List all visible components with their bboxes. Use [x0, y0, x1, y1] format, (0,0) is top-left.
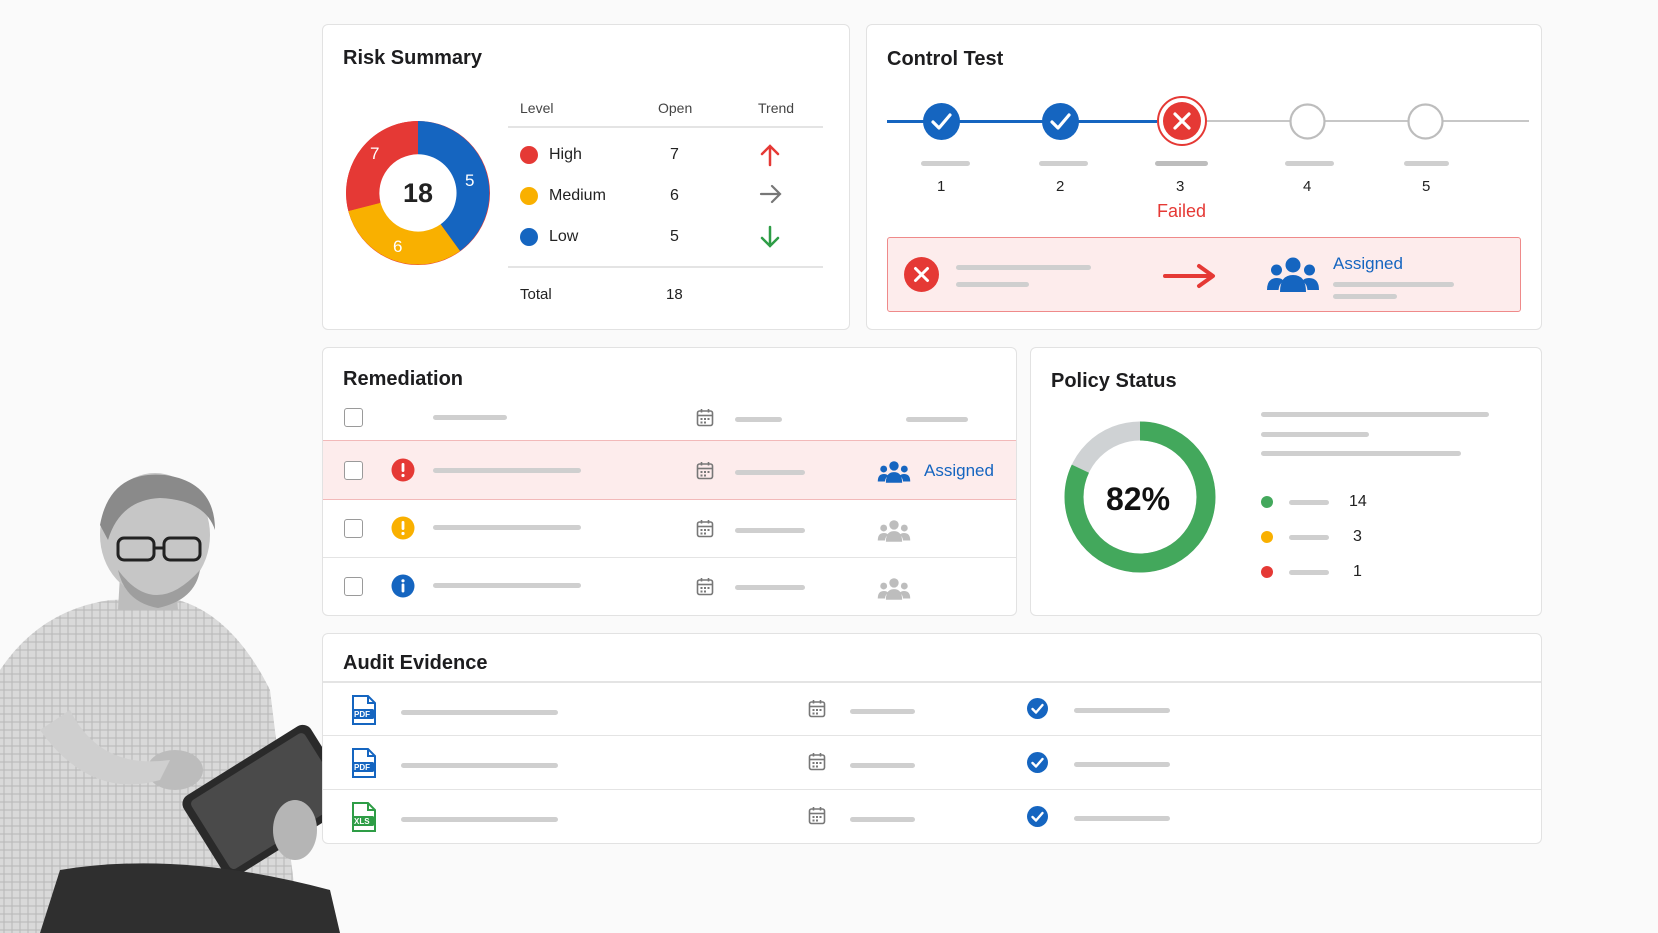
calendar-icon	[696, 461, 714, 480]
col-header-open: Open	[658, 100, 693, 116]
risk-summary-title: Risk Summary	[343, 47, 482, 69]
col-header-trend: Trend	[758, 100, 795, 116]
donut-slice-high	[346, 121, 418, 211]
legend-value-3: 1	[1353, 563, 1362, 580]
policy-ring-chart	[1064, 417, 1216, 577]
donut-slice-medium	[348, 202, 460, 265]
evidence-row-3[interactable]: XLS	[323, 791, 1541, 843]
risk-donut	[345, 115, 491, 271]
row-2-checkbox[interactable]	[344, 519, 363, 538]
file-type-label: PDF	[354, 710, 370, 719]
trend-flat-icon	[759, 183, 783, 205]
evidence-row-2[interactable]: PDF	[323, 737, 1541, 790]
col-header-level: Level	[520, 100, 554, 116]
remediation-row-3[interactable]	[323, 558, 1016, 615]
unassigned-group-icon	[877, 518, 911, 543]
risk-open-low: 5	[670, 228, 679, 245]
step-2-label: 2	[1056, 178, 1065, 195]
step-3-failed-icon[interactable]	[1156, 95, 1208, 147]
legend-dot-green	[1261, 496, 1273, 508]
step-1-label: 1	[937, 178, 946, 195]
critical-alert-icon	[391, 458, 415, 482]
risk-level-low: Low	[549, 228, 579, 245]
pdf-file-icon	[351, 694, 377, 726]
risk-total-label: Total	[520, 286, 552, 303]
assigned-group-icon	[877, 459, 911, 484]
audit-evidence-card: Audit Evidence PDF PDF	[322, 633, 1542, 844]
select-all-checkbox[interactable]	[344, 408, 363, 427]
policy-status-card: Policy Status 82% 14 3 1	[1030, 347, 1542, 616]
step-5-label: 5	[1422, 178, 1431, 195]
calendar-icon	[696, 519, 714, 538]
risk-summary-card: Risk Summary 18 7 5 6 Level Open Trend H…	[322, 24, 850, 330]
donut-label-low: 5	[465, 171, 475, 190]
donut-label-high: 7	[370, 144, 380, 163]
verified-check-icon	[1027, 698, 1048, 719]
verified-check-icon	[1027, 806, 1048, 827]
step-2-passed-icon[interactable]	[1042, 103, 1079, 140]
file-type-label: XLS	[354, 817, 370, 826]
row-1-checkbox[interactable]	[344, 461, 363, 480]
audit-evidence-title: Audit Evidence	[343, 652, 488, 674]
risk-open-high: 7	[670, 146, 679, 163]
risk-donut-total: 18	[403, 178, 434, 208]
legend-value-1: 14	[1349, 493, 1367, 510]
remediation-row-1[interactable]: Assigned	[323, 440, 1016, 500]
step-failed-label: Failed	[1157, 201, 1207, 221]
calendar-icon	[696, 408, 714, 427]
trend-down-icon	[759, 225, 781, 249]
warning-alert-icon	[391, 516, 415, 540]
row-3-checkbox[interactable]	[344, 577, 363, 596]
step-5-pending-icon[interactable]	[1407, 103, 1444, 140]
donut-label-medium: 6	[393, 237, 403, 256]
unassigned-group-icon	[877, 576, 911, 601]
info-icon	[391, 574, 415, 598]
remediation-row-2[interactable]	[323, 500, 1016, 558]
calendar-icon	[808, 806, 826, 825]
alert-assigned-label: Assigned	[1333, 254, 1403, 273]
calendar-icon	[696, 577, 714, 596]
trend-up-icon	[759, 143, 781, 167]
control-test-title: Control Test	[887, 48, 1004, 70]
pdf-file-icon	[351, 747, 377, 779]
risk-dot-medium	[520, 187, 538, 205]
risk-open-medium: 6	[670, 187, 679, 204]
risk-dot-low	[520, 228, 538, 246]
alert-error-icon	[904, 257, 939, 292]
file-type-label: PDF	[354, 763, 370, 772]
control-test-card: Control Test 1 2 3 Failed 4 5	[866, 24, 1542, 330]
risk-level-high: High	[549, 146, 582, 163]
remediation-title: Remediation	[343, 368, 464, 390]
risk-level-medium: Medium	[549, 187, 606, 204]
evidence-row-1[interactable]: PDF	[323, 682, 1541, 736]
step-4-pending-icon[interactable]	[1289, 103, 1326, 140]
assigned-group-icon	[1266, 254, 1320, 294]
xls-file-icon	[351, 801, 377, 833]
legend-dot-red	[1261, 566, 1273, 578]
person-illustration	[0, 470, 345, 933]
calendar-icon	[808, 752, 826, 771]
risk-dot-high	[520, 146, 538, 164]
donut-slice-low	[418, 121, 490, 251]
arrow-right-icon	[1163, 262, 1219, 290]
calendar-icon	[808, 699, 826, 718]
risk-total-value: 18	[666, 286, 683, 303]
legend-dot-yellow	[1261, 531, 1273, 543]
remediation-card: Remediation Assigned	[322, 347, 1017, 616]
policy-status-title: Policy Status	[1051, 370, 1177, 392]
step-3-label: 3	[1176, 178, 1185, 195]
remediation-assigned-label: Assigned	[924, 461, 994, 480]
legend-value-2: 3	[1353, 528, 1362, 545]
step-1-passed-icon[interactable]	[923, 103, 960, 140]
verified-check-icon	[1027, 752, 1048, 773]
step-4-label: 4	[1303, 178, 1312, 195]
policy-percent: 82%	[1106, 481, 1171, 517]
failure-alert-box[interactable]: Assigned	[887, 237, 1521, 312]
